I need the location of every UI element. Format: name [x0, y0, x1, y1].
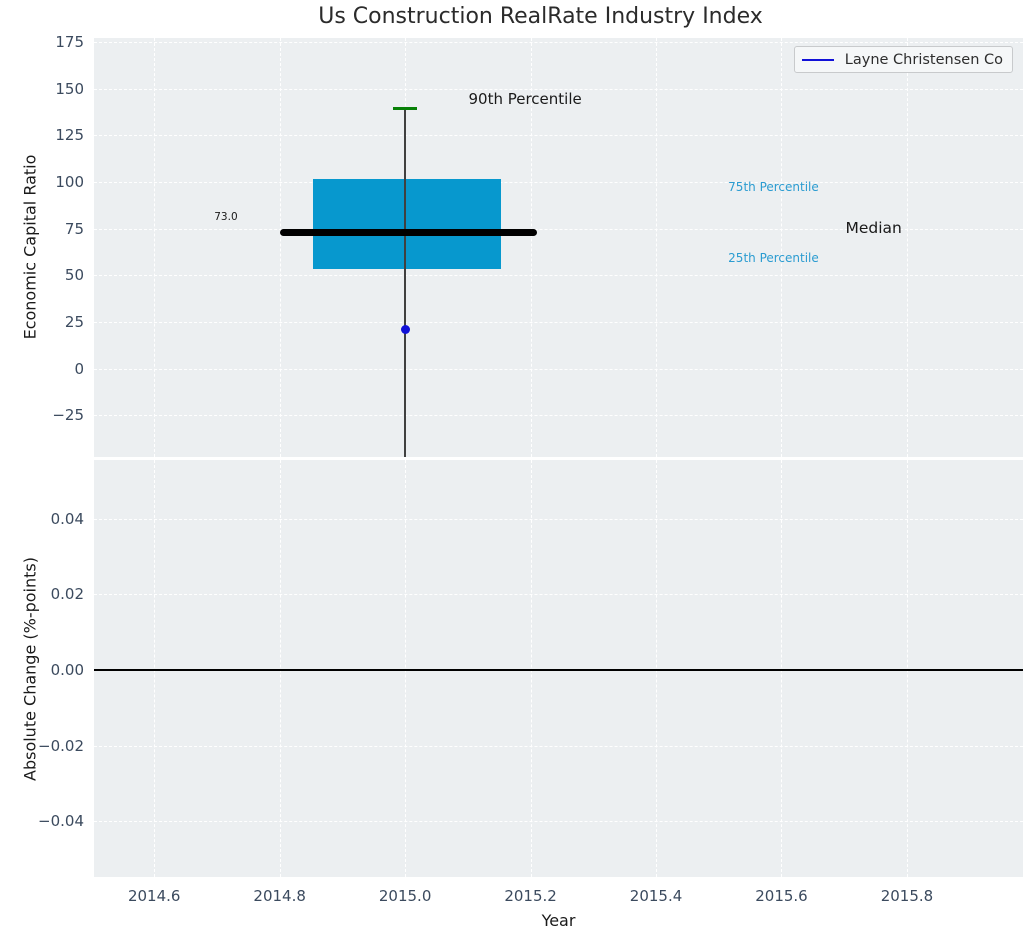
- vertical-gridline: [656, 38, 658, 457]
- y-tick-label: −0.04: [38, 812, 84, 831]
- vertical-gridline: [530, 460, 532, 877]
- axes-economic-capital-ratio: 90th Percentile 73.0 75th Percentile Median…: [52, 33, 1023, 457]
- horizontal-gridline: [94, 368, 1023, 370]
- horizontal-gridline: [94, 821, 1023, 823]
- y-tick-label: −25: [52, 406, 84, 425]
- iqr-box: [312, 179, 502, 269]
- legend: Layne Christensen Co: [793, 46, 1013, 73]
- x-tick-label: 2015.2: [504, 887, 557, 905]
- legend-label: Layne Christensen Co: [844, 51, 1003, 68]
- p90-whisker-cap-icon: [393, 106, 418, 110]
- whisker-line: [404, 108, 406, 457]
- chart-title: Us Construction RealRate Industry Index: [318, 4, 763, 29]
- vertical-gridline: [906, 460, 908, 877]
- y-axis-label-absolute-change: Absolute Change (%-points): [20, 557, 40, 781]
- horizontal-gridline: [94, 594, 1023, 596]
- horizontal-gridline: [94, 228, 1023, 230]
- y-axis-label-economic-capital-ratio: Economic Capital Ratio: [20, 154, 40, 340]
- y-tick-label: −0.02: [38, 736, 84, 755]
- y-tick-label: 25: [64, 313, 84, 331]
- x-tick-label: 2015.6: [755, 887, 808, 905]
- plot-area-top: 90th Percentile 73.0 75th Percentile Median…: [94, 38, 1023, 457]
- vertical-gridline: [154, 38, 156, 457]
- y-tick-label: 175: [55, 32, 84, 51]
- y-tick-label: 0.04: [50, 509, 84, 528]
- y-tick-label: 0.00: [50, 661, 84, 679]
- horizontal-gridline: [94, 41, 1023, 43]
- median-line: [279, 228, 537, 236]
- vertical-gridline: [530, 38, 532, 457]
- vertical-gridline: [405, 460, 407, 877]
- y-tick-label: 0.02: [50, 585, 84, 604]
- annotation-90th-percentile: 90th Percentile: [468, 89, 582, 108]
- x-tick-label: 2015.8: [880, 887, 934, 905]
- horizontal-gridline: [94, 181, 1023, 183]
- vertical-gridline: [906, 38, 908, 457]
- horizontal-gridline: [94, 415, 1023, 417]
- zero-reference-line: [94, 669, 1023, 671]
- y-tick-label: 75: [64, 219, 84, 238]
- annotation-75th-percentile: 75th Percentile: [728, 179, 819, 194]
- x-tick-label: 2014.8: [253, 887, 306, 905]
- vertical-gridline: [279, 38, 281, 457]
- horizontal-gridline: [94, 322, 1023, 323]
- annotation-73-0: 73.0: [214, 210, 238, 223]
- horizontal-gridline: [94, 745, 1023, 747]
- x-axis-label: Year: [541, 911, 576, 930]
- vertical-gridline: [781, 38, 783, 457]
- x-tick-label: 2015.0: [378, 887, 432, 905]
- annotation-25th-percentile: 25th Percentile: [728, 250, 819, 265]
- y-tick-label: 0: [74, 359, 84, 378]
- y-tick-label: 150: [55, 79, 84, 98]
- horizontal-gridline: [94, 518, 1023, 520]
- y-tick-label: 50: [64, 266, 84, 285]
- vertical-gridline: [279, 460, 281, 877]
- vertical-gridline: [154, 460, 156, 877]
- x-tick-label: 2015.4: [629, 887, 683, 905]
- vertical-gridline: [656, 460, 658, 877]
- legend-line-sample: [801, 58, 834, 61]
- horizontal-gridline: [94, 135, 1023, 137]
- axes-absolute-change: 2014.6 2014.8 2015.0 2015.2 2015.4 2015.6 2015…: [38, 460, 1023, 905]
- y-tick-label: 100: [55, 172, 84, 191]
- plot-area-bottom: [94, 460, 1023, 877]
- annotation-median: Median: [845, 218, 902, 237]
- x-tick-label: 2014.6: [127, 887, 181, 905]
- horizontal-gridline: [94, 88, 1023, 90]
- horizontal-gridline: [94, 275, 1023, 277]
- y-tick-label: 125: [55, 126, 84, 145]
- vertical-gridline: [781, 460, 783, 877]
- series-point-layne-christensen-co: [400, 324, 410, 334]
